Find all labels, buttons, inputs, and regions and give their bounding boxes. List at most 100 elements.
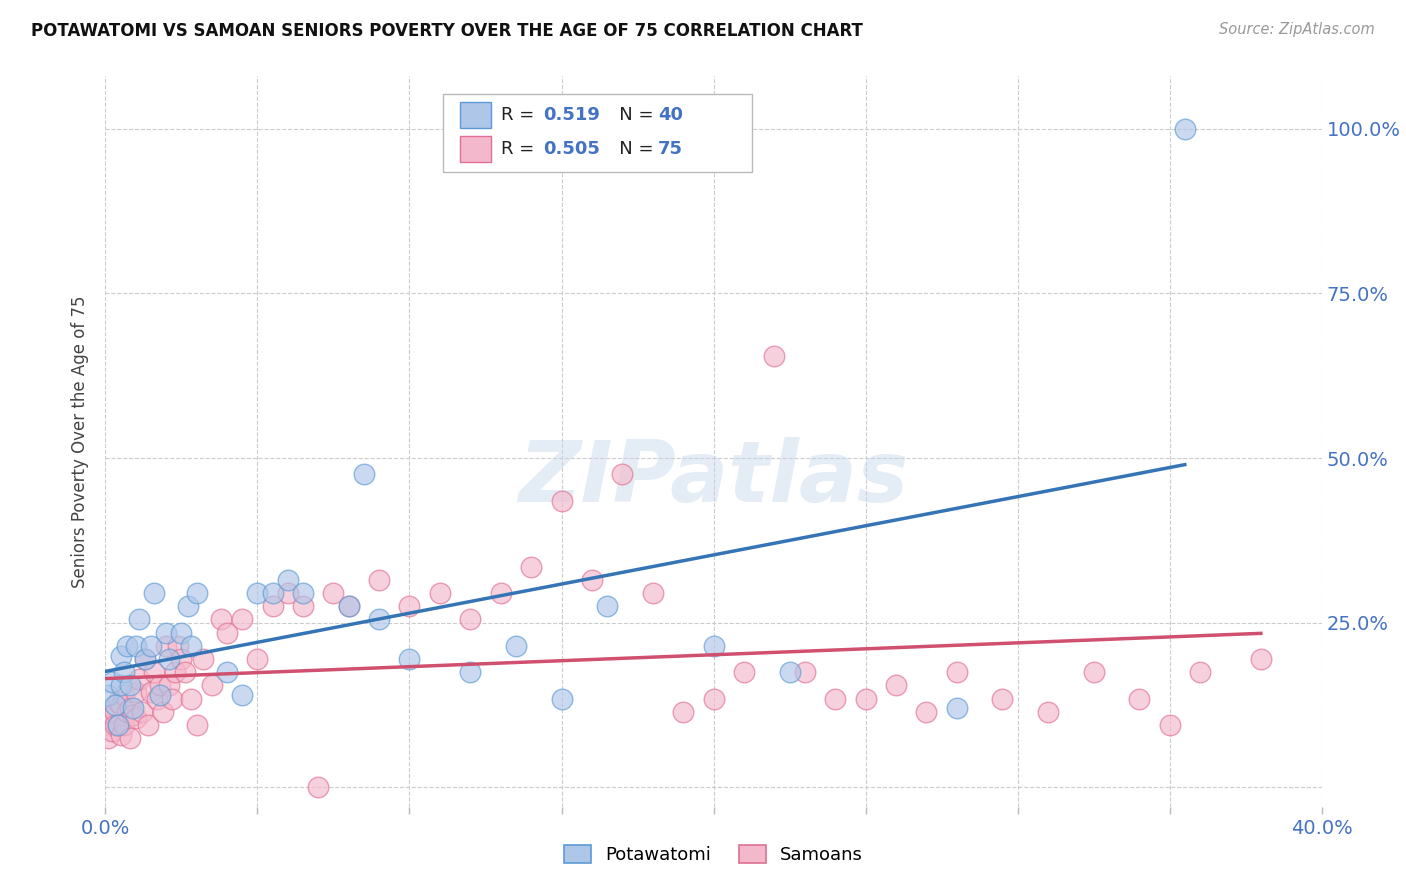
- Point: [110, 648, 132, 663]
- Point: [125, 685, 148, 699]
- Point: [1250, 652, 1272, 666]
- Point: [322, 586, 344, 600]
- Point: [110, 728, 132, 742]
- Point: [702, 691, 725, 706]
- Point: [550, 493, 572, 508]
- Text: 40: 40: [658, 106, 683, 124]
- Point: [125, 639, 148, 653]
- Point: [612, 467, 634, 482]
- Point: [107, 718, 129, 732]
- Point: [1083, 665, 1105, 680]
- Point: [458, 612, 481, 626]
- Point: [157, 678, 180, 692]
- Point: [209, 612, 232, 626]
- Point: [262, 586, 284, 600]
- Point: [292, 599, 315, 614]
- Point: [1174, 121, 1197, 136]
- Point: [115, 639, 138, 653]
- Point: [103, 698, 125, 712]
- Point: [100, 675, 122, 690]
- Point: [246, 652, 269, 666]
- Point: [170, 652, 193, 666]
- Point: [262, 599, 284, 614]
- Point: [292, 586, 315, 600]
- Point: [1159, 718, 1181, 732]
- Point: [793, 665, 815, 680]
- Point: [149, 678, 172, 692]
- Text: ZIPatlas: ZIPatlas: [519, 436, 908, 520]
- Text: N =: N =: [602, 106, 659, 124]
- Point: [1188, 665, 1211, 680]
- Text: Source: ZipAtlas.com: Source: ZipAtlas.com: [1219, 22, 1375, 37]
- Point: [118, 731, 141, 745]
- Y-axis label: Seniors Poverty Over the Age of 75: Seniors Poverty Over the Age of 75: [72, 295, 90, 588]
- Point: [368, 573, 391, 587]
- Point: [136, 718, 159, 732]
- Point: [641, 586, 664, 600]
- Point: [139, 685, 162, 699]
- Point: [824, 691, 846, 706]
- Point: [118, 678, 141, 692]
- Point: [112, 688, 135, 702]
- Point: [702, 639, 725, 653]
- Point: [1128, 691, 1150, 706]
- Point: [103, 718, 125, 732]
- Point: [1036, 705, 1059, 719]
- Point: [337, 599, 360, 614]
- Point: [489, 586, 512, 600]
- Point: [155, 625, 177, 640]
- Point: [337, 599, 360, 614]
- Text: POTAWATOMI VS SAMOAN SENIORS POVERTY OVER THE AGE OF 75 CORRELATION CHART: POTAWATOMI VS SAMOAN SENIORS POVERTY OVE…: [31, 22, 863, 40]
- Point: [97, 718, 120, 732]
- Point: [855, 691, 877, 706]
- Legend: Potawatomi, Samoans: Potawatomi, Samoans: [557, 838, 870, 871]
- Point: [110, 698, 132, 712]
- Point: [398, 599, 420, 614]
- Point: [945, 665, 967, 680]
- Point: [201, 678, 224, 692]
- Text: R =: R =: [501, 140, 546, 158]
- Text: 0.505: 0.505: [543, 140, 599, 158]
- Point: [146, 691, 169, 706]
- Point: [155, 639, 177, 653]
- Point: [277, 586, 299, 600]
- Text: R =: R =: [501, 106, 546, 124]
- Point: [97, 688, 120, 702]
- Point: [550, 691, 572, 706]
- Point: [672, 705, 695, 719]
- Point: [157, 652, 180, 666]
- Point: [458, 665, 481, 680]
- Point: [143, 586, 166, 600]
- Point: [97, 731, 120, 745]
- Point: [368, 612, 391, 626]
- Point: [505, 639, 527, 653]
- Text: 75: 75: [658, 140, 683, 158]
- Point: [115, 705, 138, 719]
- Point: [165, 665, 187, 680]
- Point: [143, 665, 166, 680]
- Point: [167, 639, 190, 653]
- Point: [307, 780, 329, 795]
- Point: [170, 625, 193, 640]
- Point: [180, 691, 202, 706]
- Point: [118, 701, 141, 715]
- Point: [128, 672, 150, 686]
- Point: [107, 718, 129, 732]
- Point: [945, 701, 967, 715]
- Point: [429, 586, 451, 600]
- Point: [134, 652, 156, 666]
- Point: [884, 678, 907, 692]
- Point: [180, 639, 202, 653]
- Point: [100, 724, 122, 739]
- Point: [779, 665, 801, 680]
- Point: [991, 691, 1014, 706]
- Text: N =: N =: [602, 140, 659, 158]
- Point: [107, 695, 129, 709]
- Point: [173, 665, 195, 680]
- Point: [353, 467, 375, 482]
- Point: [191, 652, 214, 666]
- Point: [398, 652, 420, 666]
- Point: [915, 705, 938, 719]
- Point: [596, 599, 619, 614]
- Point: [131, 705, 153, 719]
